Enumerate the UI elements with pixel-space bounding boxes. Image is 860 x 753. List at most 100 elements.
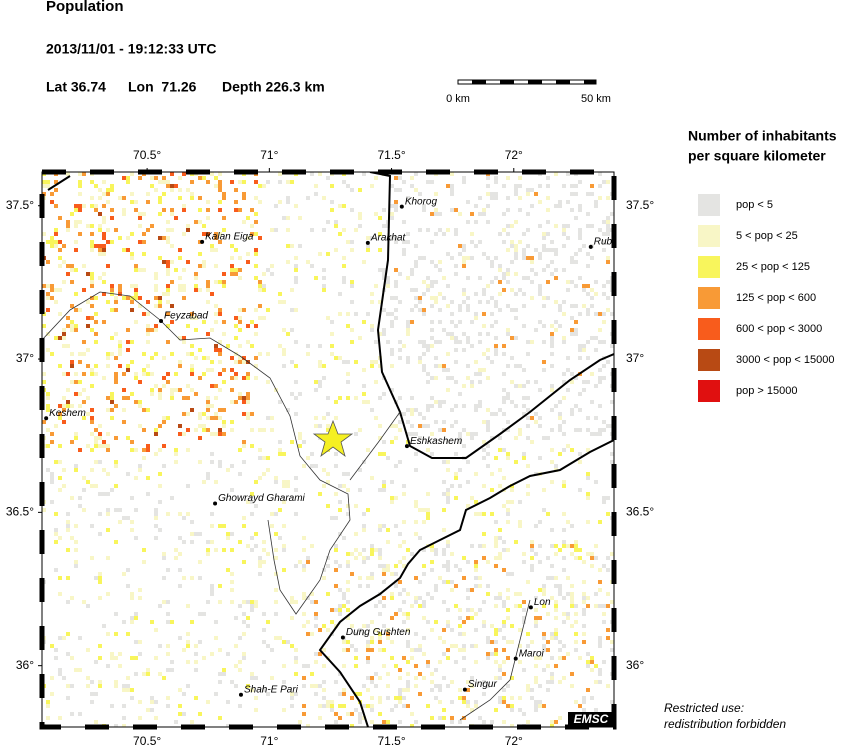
population-cell bbox=[474, 244, 478, 248]
population-cell bbox=[450, 172, 454, 176]
population-cell bbox=[382, 308, 386, 312]
population-cell bbox=[266, 352, 270, 356]
population-cell bbox=[402, 240, 406, 244]
population-cell bbox=[282, 484, 286, 488]
population-cell bbox=[442, 400, 446, 404]
population-cell bbox=[90, 432, 94, 436]
population-cell bbox=[254, 544, 258, 548]
population-cell bbox=[70, 264, 74, 268]
population-cell bbox=[90, 284, 94, 288]
population-cell bbox=[606, 684, 610, 688]
population-cell bbox=[606, 220, 610, 224]
population-cell bbox=[490, 360, 494, 364]
city-label: Dung Gushten bbox=[346, 627, 411, 638]
population-cell bbox=[546, 664, 550, 668]
population-cell bbox=[322, 376, 326, 380]
population-cell bbox=[178, 636, 182, 640]
population-cell bbox=[178, 512, 182, 516]
population-cell bbox=[330, 516, 334, 520]
population-cell bbox=[574, 700, 578, 704]
population-cell bbox=[574, 376, 578, 380]
population-cell bbox=[470, 608, 474, 612]
population-cell bbox=[118, 652, 122, 656]
population-cell bbox=[146, 408, 150, 412]
population-cell bbox=[182, 692, 186, 696]
population-cell bbox=[526, 188, 530, 192]
population-cell bbox=[518, 364, 522, 368]
population-cell bbox=[538, 520, 542, 524]
population-cell bbox=[538, 684, 542, 688]
population-cell bbox=[66, 632, 70, 636]
population-cell bbox=[138, 296, 142, 300]
population-cell bbox=[322, 648, 326, 652]
population-cell bbox=[422, 508, 426, 512]
population-cell bbox=[606, 496, 610, 500]
population-cell bbox=[294, 564, 298, 568]
population-cell bbox=[122, 684, 126, 688]
population-cell bbox=[114, 724, 118, 727]
population-cell bbox=[370, 708, 374, 712]
population-cell bbox=[522, 304, 526, 308]
population-cell bbox=[446, 568, 450, 572]
population-cell bbox=[114, 404, 118, 408]
population-cell bbox=[522, 560, 526, 564]
x-tick-label: 71° bbox=[260, 734, 278, 748]
population-cell bbox=[530, 188, 534, 192]
population-cell bbox=[514, 248, 518, 252]
population-cell bbox=[526, 720, 530, 724]
population-cell bbox=[146, 228, 150, 232]
population-cell bbox=[550, 576, 554, 580]
population-cell bbox=[358, 336, 362, 340]
population-cell bbox=[186, 412, 190, 416]
population-cell bbox=[170, 392, 174, 396]
population-cell bbox=[550, 384, 554, 388]
population-cell bbox=[598, 340, 602, 344]
population-cell bbox=[482, 312, 486, 316]
population-cell bbox=[226, 532, 230, 536]
population-cell bbox=[114, 460, 118, 464]
population-cell bbox=[462, 384, 466, 388]
population-cell bbox=[518, 208, 522, 212]
population-cell bbox=[254, 504, 258, 508]
population-cell bbox=[302, 676, 306, 680]
population-cell bbox=[526, 212, 530, 216]
population-cell bbox=[434, 620, 438, 624]
population-cell bbox=[462, 292, 466, 296]
population-cell bbox=[122, 388, 126, 392]
population-cell bbox=[454, 496, 458, 500]
population-cell bbox=[590, 656, 594, 660]
population-cell bbox=[474, 472, 478, 476]
population-cell bbox=[330, 344, 334, 348]
population-cell bbox=[438, 268, 442, 272]
population-cell bbox=[250, 608, 254, 612]
population-cell bbox=[246, 324, 250, 328]
badge: EMSC bbox=[574, 712, 609, 726]
population-cell bbox=[482, 324, 486, 328]
population-cell bbox=[294, 648, 298, 652]
population-cell bbox=[394, 296, 398, 300]
population-cell bbox=[558, 656, 562, 660]
population-cell bbox=[166, 380, 170, 384]
population-cell bbox=[426, 408, 430, 412]
population-cell bbox=[430, 336, 434, 340]
population-cell bbox=[206, 404, 210, 408]
population-cell bbox=[398, 692, 402, 696]
population-cell bbox=[330, 608, 334, 612]
population-cell bbox=[506, 656, 510, 660]
population-cell bbox=[294, 340, 298, 344]
population-cell bbox=[442, 232, 446, 236]
population-cell bbox=[166, 668, 170, 672]
population-cell bbox=[142, 408, 146, 412]
population-cell bbox=[410, 432, 414, 436]
population-cell bbox=[110, 656, 114, 660]
population-cell bbox=[534, 656, 538, 660]
population-cell bbox=[542, 244, 546, 248]
population-cell bbox=[190, 192, 194, 196]
population-cell bbox=[306, 456, 310, 460]
population-cell bbox=[506, 596, 510, 600]
population-cell bbox=[346, 648, 350, 652]
population-cell bbox=[346, 560, 350, 564]
population-cell bbox=[570, 380, 574, 384]
population-cell bbox=[206, 476, 210, 480]
population-cell bbox=[58, 716, 62, 720]
